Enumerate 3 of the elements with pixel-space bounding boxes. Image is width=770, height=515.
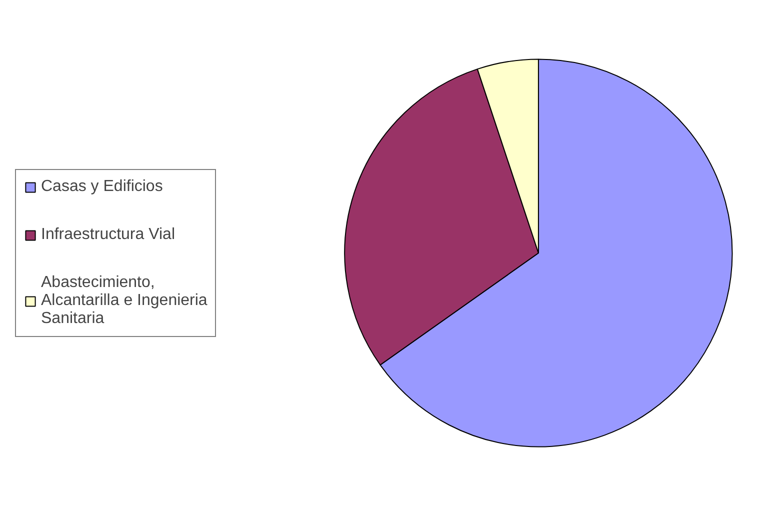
legend-label: Casas y Edificios — [41, 178, 163, 196]
legend-label: Abastecimiento, Alcantarilla e Ingenieria Sanitaria — [41, 274, 208, 328]
legend-label: Infraestructura Vial — [41, 226, 175, 244]
